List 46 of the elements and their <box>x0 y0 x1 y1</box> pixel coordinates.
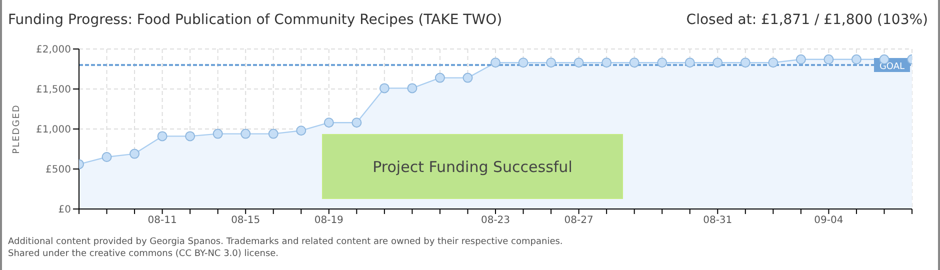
text: Additional content provided by Georgia Spanos. Trademarks and related content are owned by their respective companies. <box>8 237 563 247</box>
point <box>102 152 112 162</box>
y-tick-label: £1,500 <box>36 84 71 96</box>
point <box>518 58 528 68</box>
x-tick-label: 09-04 <box>814 215 844 226</box>
point <box>212 128 223 139</box>
x-tick-label: 08-23 <box>480 215 510 226</box>
x-tick-label: 08-15 <box>231 215 260 226</box>
point <box>130 148 140 159</box>
point <box>352 118 362 128</box>
y-tick-label: £1,000 <box>36 124 71 136</box>
point <box>712 58 723 68</box>
x-tick-label: 08-19 <box>314 215 344 226</box>
point <box>324 118 334 128</box>
point <box>657 58 668 68</box>
point <box>490 58 500 68</box>
point <box>602 58 612 68</box>
point <box>851 54 862 64</box>
chart-title: Funding Progress: Food Publication of Community Recipes (TAKE TWO) <box>8 12 502 28</box>
point <box>629 58 640 68</box>
point <box>379 83 390 94</box>
x-tick-label: 08-31 <box>703 215 732 226</box>
point <box>684 58 695 68</box>
point <box>796 54 806 64</box>
text: Shared under the creative commons (CC BY-NC 3.0) license. <box>8 249 279 259</box>
x-tick-label: 08-11 <box>148 215 177 226</box>
point <box>768 58 778 68</box>
y-tick-label: £2,000 <box>36 44 71 56</box>
point <box>434 72 445 83</box>
point <box>240 128 251 139</box>
point <box>546 58 556 68</box>
point <box>574 58 584 68</box>
y-tick-label: £0 <box>58 204 71 216</box>
x-tick-label: 08-27 <box>564 215 594 226</box>
point <box>824 54 834 64</box>
point <box>296 126 306 136</box>
y-axis-title: PLEDGED <box>12 104 22 154</box>
point <box>157 131 168 142</box>
banner-box: Project Funding Successful <box>322 134 623 199</box>
point <box>185 131 196 142</box>
point <box>740 58 750 68</box>
chart-subtitle: Closed at: £1,871 / £1,800 (103%) <box>686 12 928 28</box>
point <box>268 128 278 139</box>
y-tick-label: £500 <box>46 164 71 176</box>
point <box>462 72 473 83</box>
point <box>407 83 418 94</box>
